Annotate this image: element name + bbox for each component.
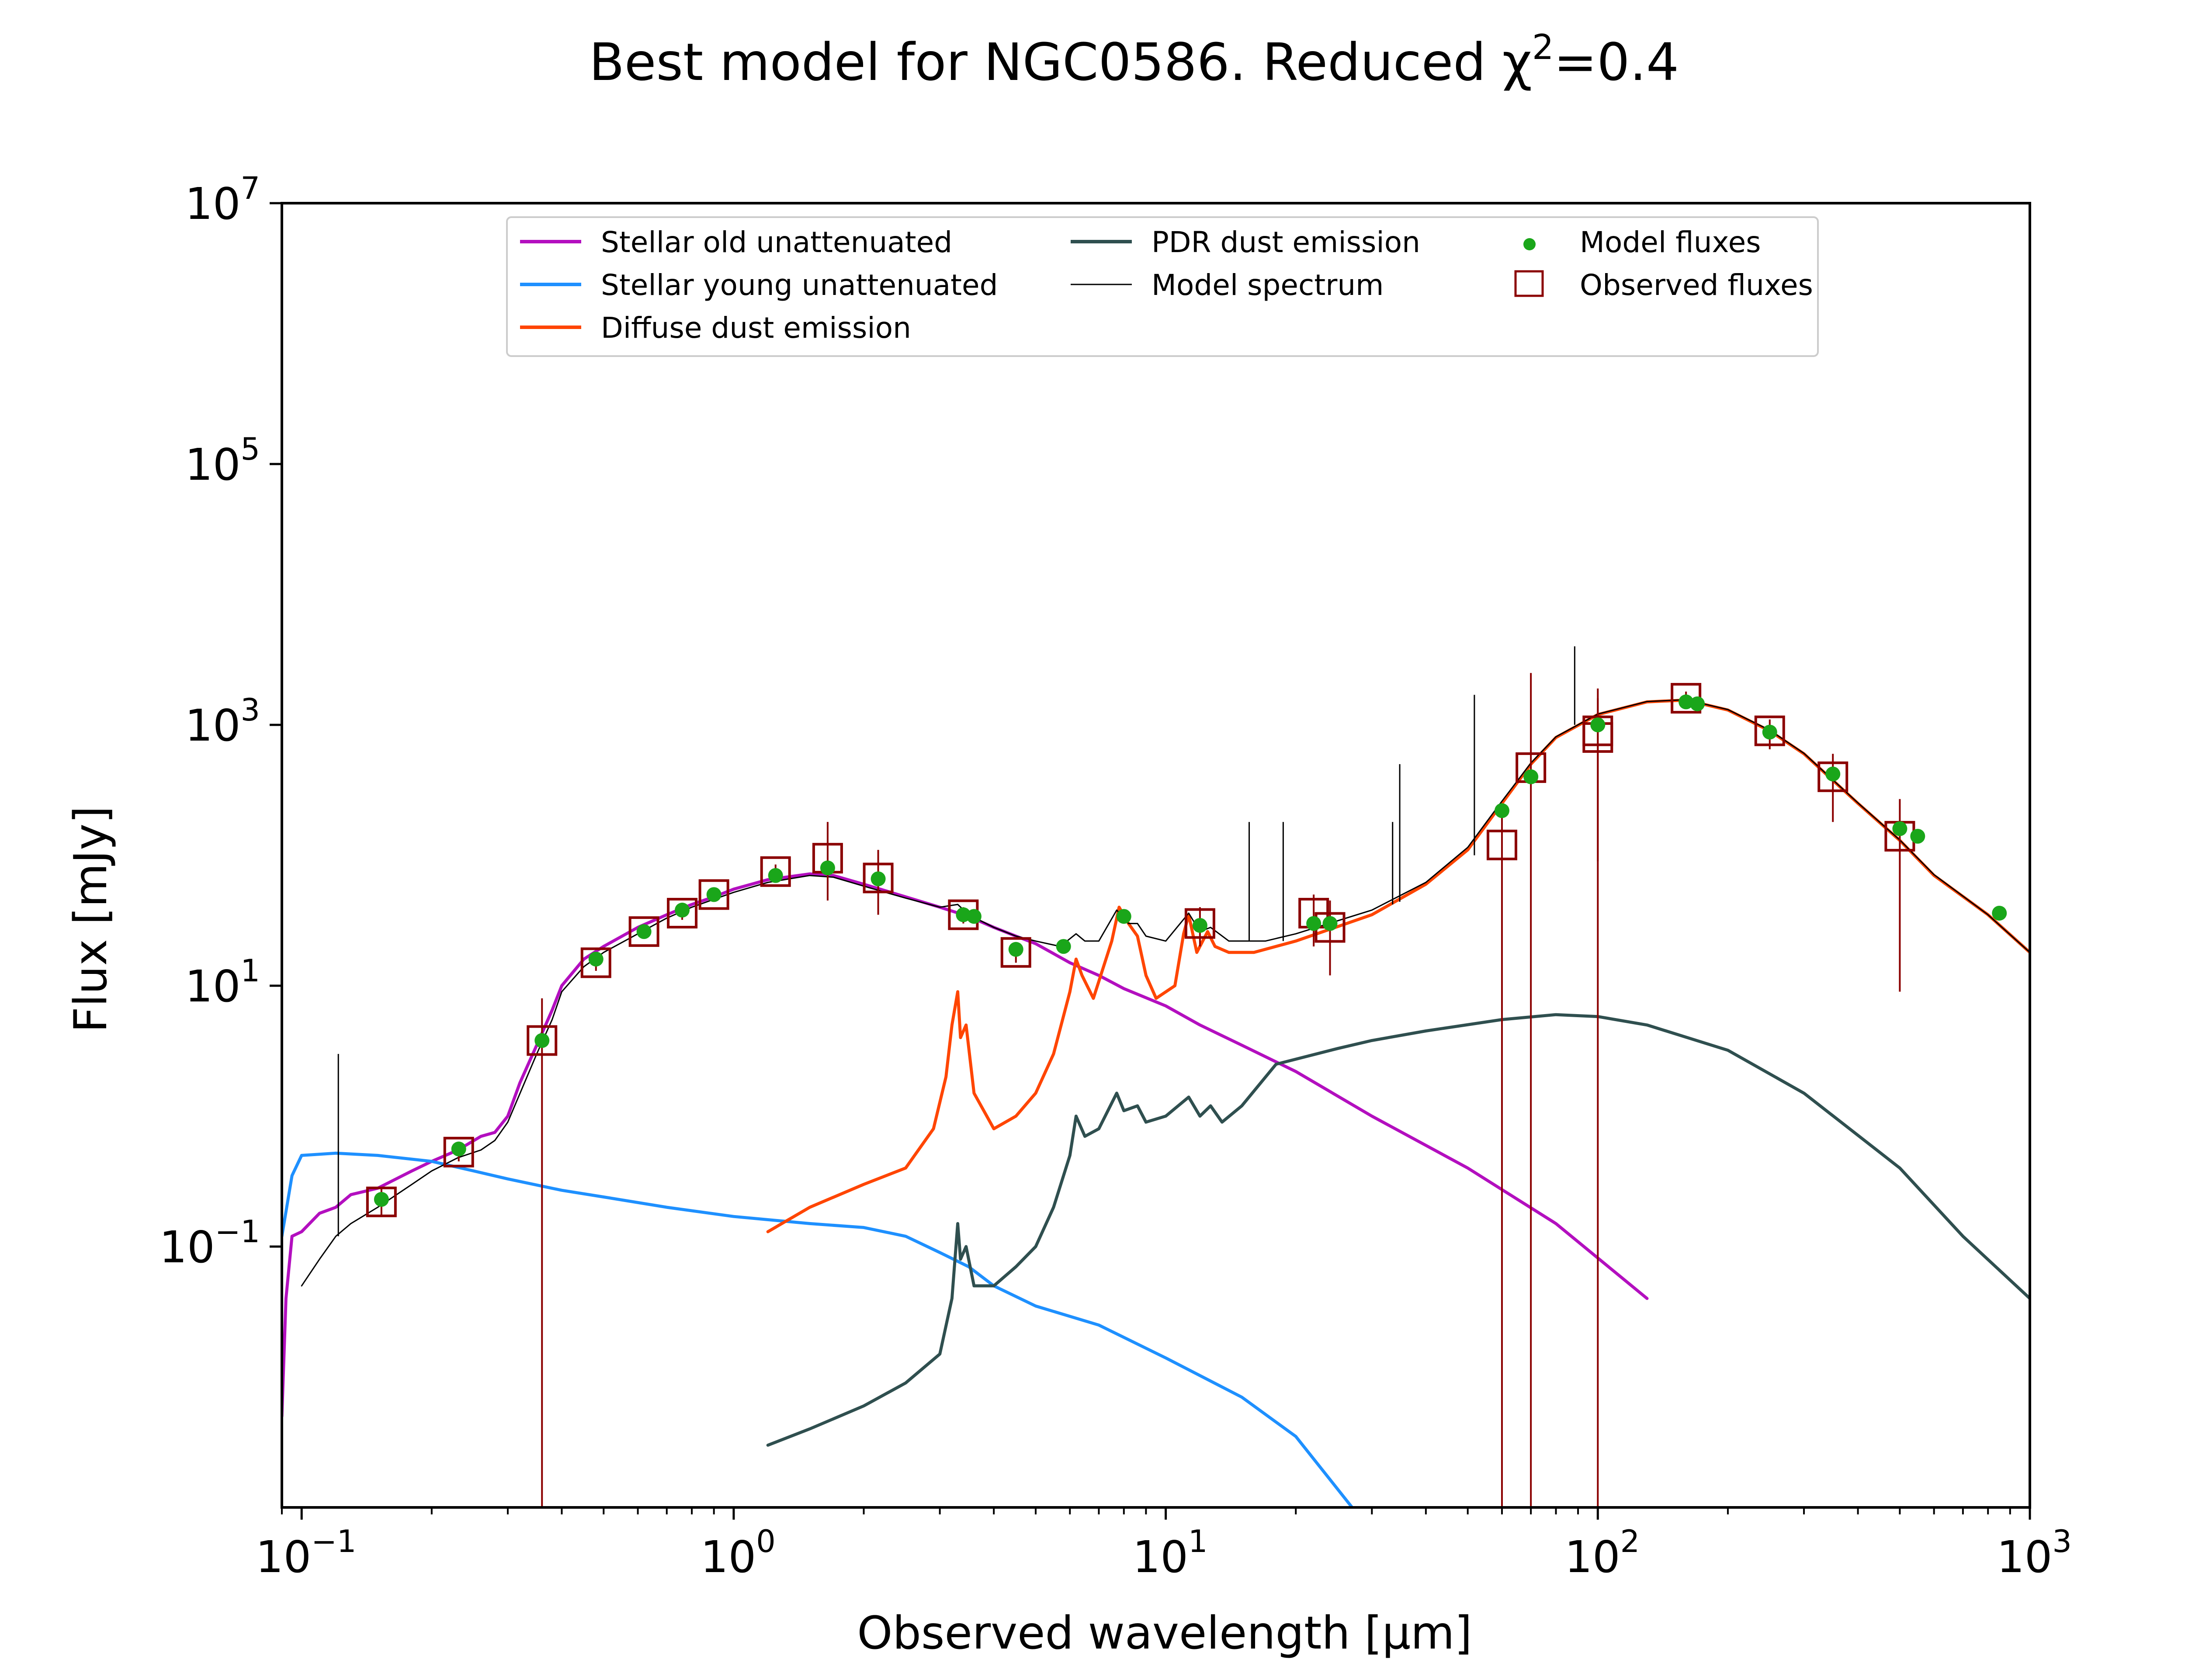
model-flux-point bbox=[820, 860, 835, 876]
model-flux-point bbox=[1892, 821, 1908, 836]
model-flux-point bbox=[636, 924, 652, 939]
model-flux-point bbox=[374, 1192, 389, 1207]
observed-flux-marker bbox=[1817, 761, 1849, 792]
x-tick-label: 101 bbox=[1133, 1524, 1208, 1583]
model-flux-point bbox=[1116, 909, 1131, 924]
series-stellar_young bbox=[282, 1151, 1354, 1507]
chart-title: Best model for NGC0586. Reduced χ2=0.4 bbox=[589, 28, 1679, 92]
observed-flux-marker bbox=[628, 916, 659, 947]
legend-item: Stellar young unattenuated bbox=[520, 268, 998, 302]
legend-item: Observed fluxes bbox=[1514, 268, 1813, 302]
observed-flux-marker bbox=[1754, 715, 1785, 746]
y-axis-label: Flux [mJy] bbox=[65, 806, 117, 1033]
legend-item: Model spectrum bbox=[1071, 268, 1384, 302]
y-tick-label: 103 bbox=[185, 692, 260, 751]
model-flux-point bbox=[1910, 828, 1925, 844]
model-flux-point bbox=[451, 1141, 466, 1157]
model-flux-point bbox=[588, 952, 603, 967]
observed-flux-marker bbox=[1184, 908, 1215, 939]
legend-label: Model fluxes bbox=[1580, 225, 1761, 259]
series-pdr_dust bbox=[766, 1013, 2030, 1447]
model-flux-point bbox=[768, 868, 783, 883]
x-tick-label: 10−1 bbox=[256, 1524, 356, 1583]
x-axis-label: Observed wavelength [μm] bbox=[857, 1607, 1472, 1659]
observed-flux-marker bbox=[863, 863, 894, 894]
legend-item: Stellar old unattenuated bbox=[520, 225, 952, 259]
model-flux-point bbox=[534, 1033, 550, 1048]
chart-title-sup: 2 bbox=[1532, 28, 1554, 67]
model-flux-point bbox=[1690, 696, 1705, 711]
model-flux-point bbox=[675, 902, 690, 918]
model-flux-point bbox=[1056, 939, 1071, 954]
observed-flux-marker bbox=[527, 1025, 558, 1056]
legend-handle bbox=[1514, 270, 1544, 297]
observed-flux-marker bbox=[443, 1136, 474, 1167]
observed-flux-marker bbox=[698, 879, 729, 910]
series-stellar_old bbox=[282, 872, 1649, 1418]
model-flux-point bbox=[1322, 916, 1338, 931]
legend-box bbox=[506, 216, 1819, 357]
model-flux-point bbox=[1008, 942, 1023, 957]
y-tick-label: 10−1 bbox=[160, 1214, 260, 1273]
model-flux-point bbox=[966, 909, 982, 924]
model-flux-point bbox=[871, 871, 886, 887]
chart-title-tail: =0.4 bbox=[1554, 32, 1679, 92]
legend-label: Model spectrum bbox=[1151, 268, 1384, 302]
x-tick-label: 102 bbox=[1564, 1524, 1640, 1583]
axes: 10−1 100 101 102 103 10−1 101 103 105 107 bbox=[160, 170, 2072, 1583]
chart-title-main: Best model for NGC0586. Reduced χ bbox=[589, 32, 1532, 92]
model-flux-point bbox=[1825, 766, 1841, 782]
y-tick-label: 107 bbox=[185, 170, 260, 229]
legend-label: Observed fluxes bbox=[1580, 268, 1813, 302]
plot-area bbox=[282, 646, 2030, 1507]
legend: Stellar old unattenuated Stellar young un… bbox=[506, 216, 1819, 357]
model-flux-point bbox=[1762, 724, 1777, 740]
model-flux-point bbox=[1679, 694, 1694, 710]
model-flux-point bbox=[1192, 918, 1207, 933]
model-flux-point bbox=[1306, 916, 1321, 931]
legend-handle bbox=[1523, 238, 1536, 250]
legend-label: Diffuse dust emission bbox=[601, 311, 911, 345]
observed-flux-marker bbox=[1486, 829, 1517, 860]
y-tick-label: 101 bbox=[185, 953, 260, 1012]
legend-item: Model fluxes bbox=[1523, 225, 1761, 259]
model-flux-point bbox=[1590, 717, 1606, 732]
observed-flux-marker bbox=[667, 897, 698, 928]
plot-frame bbox=[281, 202, 2031, 1509]
legend-label: Stellar old unattenuated bbox=[601, 225, 952, 259]
y-tick-label: 105 bbox=[185, 431, 260, 490]
x-tick-label: 100 bbox=[701, 1524, 776, 1583]
legend-label: PDR dust emission bbox=[1151, 225, 1420, 259]
model-flux-point bbox=[706, 887, 721, 902]
observed-flux-marker bbox=[366, 1186, 397, 1217]
observed-flux-marker bbox=[760, 856, 791, 887]
model-flux-point bbox=[1523, 769, 1539, 784]
legend-item: Diffuse dust emission bbox=[520, 311, 911, 345]
model-flux-point bbox=[1494, 803, 1509, 818]
series-model_spectrum bbox=[301, 699, 2030, 1287]
observed-flux-marker bbox=[580, 947, 611, 978]
model-flux-point bbox=[1992, 905, 2007, 921]
x-tick-label: 103 bbox=[1997, 1524, 2072, 1583]
legend-item: PDR dust emission bbox=[1071, 225, 1420, 259]
observed-flux-marker bbox=[1000, 937, 1031, 968]
legend-label: Stellar young unattenuated bbox=[601, 268, 998, 302]
